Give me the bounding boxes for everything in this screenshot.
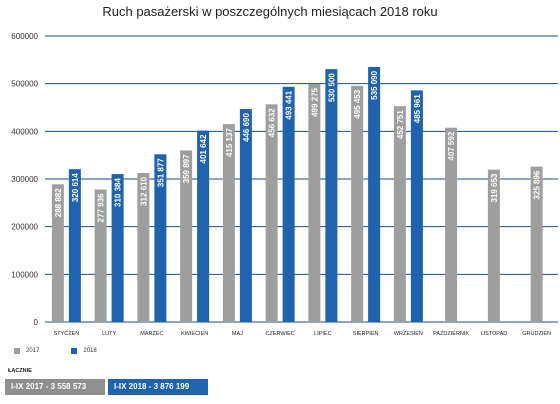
- data-label-2017: 288 882: [54, 188, 63, 217]
- legend-label-2017: 2017: [26, 348, 40, 354]
- bar-2018: [239, 109, 252, 323]
- x-tick-label: LISTOPAD: [481, 331, 508, 337]
- bar-2017: [222, 124, 235, 322]
- legend-swatch-2018: [71, 348, 78, 354]
- bar-2017: [487, 169, 500, 322]
- x-tick-label: LUTY: [102, 331, 116, 337]
- data-label-2017: 312 610: [139, 176, 148, 205]
- data-label-2017: 319 653: [490, 173, 499, 202]
- bar-2018: [111, 174, 124, 322]
- bar-2018: [68, 169, 81, 322]
- x-tick-label: STYCZEŃ: [54, 330, 80, 337]
- bars: 288 882 320 614 277 936 310 384 312 610 351 8…: [51, 66, 543, 323]
- bar-2017: [180, 150, 193, 322]
- data-label-2017: 407 592: [447, 131, 456, 160]
- y-tick-label: 300000: [11, 175, 38, 184]
- chart-title: Ruch pasażerski w poszczególnych miesiąc…: [102, 4, 437, 19]
- x-tick-label: LIPIEC: [314, 331, 331, 337]
- x-tick-label: SIERPIEŃ: [353, 330, 379, 337]
- bar-2017: [308, 84, 321, 322]
- bar-2018: [368, 66, 381, 322]
- bar-2017: [445, 127, 458, 322]
- bar-2017: [351, 85, 364, 322]
- legend-swatch-2017: [14, 348, 20, 354]
- data-label-2017: 452 751: [396, 110, 405, 139]
- x-tick-label: GRUDZIEŃ: [522, 330, 551, 337]
- data-label-2017: 415 137: [225, 128, 234, 157]
- data-label-2018: 310 384: [114, 178, 123, 207]
- bar-2018: [282, 86, 295, 322]
- data-label-2018: 493 441: [285, 90, 294, 119]
- data-label-2018: 535 090: [370, 70, 379, 99]
- data-label-2017: 277 936: [97, 193, 106, 222]
- totals-heading: ŁĄCZNIE: [8, 368, 32, 374]
- y-tick-label: 600000: [11, 32, 38, 41]
- bar-2017: [137, 172, 150, 322]
- bar-2017: [393, 106, 406, 322]
- y-tick-label: 0: [34, 318, 39, 327]
- data-label-2017: 495 453: [353, 89, 362, 118]
- data-label-2018: 401 642: [199, 134, 208, 163]
- bar-2018: [197, 130, 210, 322]
- bar-2018: [410, 90, 423, 323]
- x-tick-label: MARZEC: [140, 331, 163, 337]
- bar-2018: [325, 69, 338, 323]
- x-tick-label: PAŹDZIERNIK: [433, 330, 469, 337]
- legend: 2017 2018: [14, 348, 129, 354]
- data-label-2018: 530 500: [327, 73, 336, 102]
- bar-2017: [530, 166, 543, 322]
- data-label-2018: 446 690: [242, 113, 251, 142]
- data-label-2018: 351 877: [156, 158, 165, 187]
- y-tick-label: 400000: [11, 127, 38, 136]
- total-2018-badge: I-IX 2018 - 3 876 199: [108, 379, 208, 395]
- y-axis: 0 100000 200000 300000 400000 500000 600000: [11, 32, 38, 327]
- x-axis: STYCZEŃ LUTY MARZEC KWIECIEŃ MAJ CZERWIEC LIPI…: [54, 330, 551, 337]
- data-label-2017: 499 275: [310, 87, 319, 116]
- y-tick-label: 100000: [11, 270, 38, 279]
- bar-2017: [51, 184, 64, 322]
- data-label-2017: 359 897: [182, 154, 191, 183]
- y-tick-label: 500000: [11, 80, 38, 89]
- x-tick-label: MAJ: [232, 331, 243, 337]
- data-label-2018: 485 961: [413, 94, 422, 123]
- data-label-2017: 325 896: [533, 170, 542, 199]
- bar-2017: [265, 104, 278, 322]
- bar-2017: [94, 189, 107, 322]
- x-tick-label: WRZESIEŃ: [394, 330, 423, 337]
- bar-2018: [154, 154, 167, 322]
- y-tick-label: 200000: [11, 223, 38, 232]
- legend-label-2018: 2018: [83, 348, 97, 354]
- gridlines: [45, 35, 558, 323]
- data-label-2018: 320 614: [71, 173, 80, 202]
- x-tick-label: KWIECIEŃ: [181, 330, 208, 337]
- x-tick-label: CZERWIEC: [266, 331, 295, 337]
- data-label-2017: 456 632: [268, 108, 277, 137]
- total-2017-badge: I-IX 2017 - 3 558 573: [5, 379, 105, 395]
